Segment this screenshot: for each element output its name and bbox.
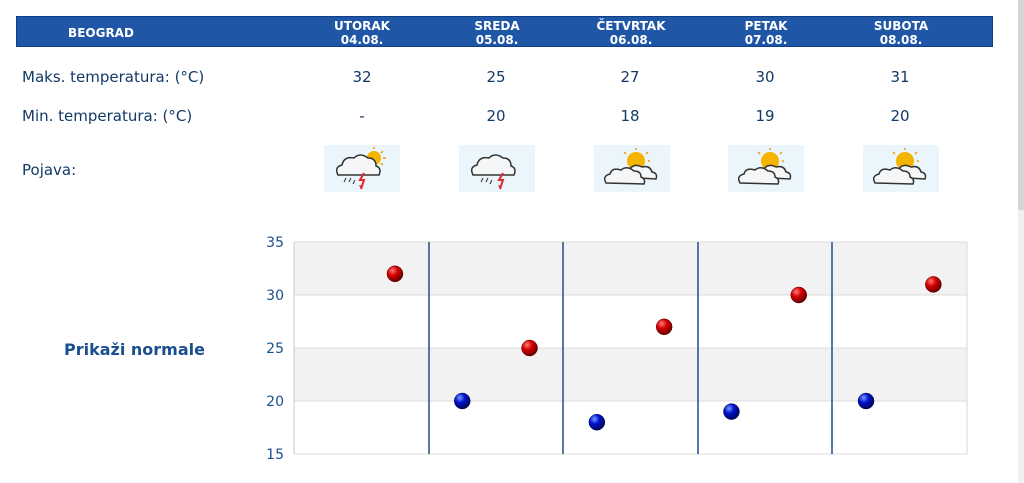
chart-band	[294, 401, 967, 454]
y-tick-label: 25	[266, 341, 284, 357]
max-temp-point	[655, 318, 673, 336]
phenomenon-label: Pojava:	[22, 161, 77, 179]
max-temp-0: 32	[352, 68, 372, 86]
thunderstorm-icon	[459, 145, 535, 192]
chart-band	[294, 295, 967, 348]
day-date: 08.08.	[879, 32, 923, 47]
partly-cloudy-icon	[728, 145, 804, 192]
scrollbar-thumb[interactable]	[1018, 0, 1024, 210]
city-name: BEOGRAD	[68, 25, 134, 40]
thunderstorm-sun-icon	[324, 145, 400, 192]
day-header-1: SREDA 05.08.	[457, 17, 537, 48]
day-date: 05.08.	[475, 32, 519, 47]
max-temp-1: 25	[486, 68, 506, 86]
min-temp-0: -	[359, 107, 365, 125]
temperature-chart: 15 20 25 30 35	[266, 235, 968, 463]
max-temp-point	[790, 286, 807, 304]
forecast-header: BEOGRAD UTORAK 04.08. SREDA 05.08. ČETVR…	[16, 16, 993, 47]
day-header-2: ČETVRTAK 06.08.	[586, 17, 676, 48]
y-tick-label: 30	[266, 288, 284, 304]
partly-cloudy-icon	[594, 145, 670, 192]
min-temp-3: 19	[755, 107, 775, 125]
min-temp-point	[454, 392, 471, 410]
max-temp-4: 31	[890, 68, 910, 86]
min-temp-point	[857, 392, 875, 410]
y-tick-label: 20	[266, 394, 284, 410]
page-scrollbar[interactable]	[1018, 0, 1024, 483]
y-tick-label: 15	[266, 447, 284, 463]
min-temp-point	[588, 413, 606, 431]
max-temp-point	[521, 339, 538, 357]
day-name: ČETVRTAK	[596, 18, 666, 33]
max-temp-2: 27	[620, 68, 640, 86]
partly-cloudy-icon	[863, 145, 939, 192]
min-temp-4: 20	[890, 107, 910, 125]
day-name: UTORAK	[334, 18, 390, 33]
max-temp-label: Maks. temperatura: (°C)	[22, 68, 205, 86]
day-date: 04.08.	[340, 32, 384, 47]
show-normals-link[interactable]: Prikaži normale	[64, 340, 205, 359]
day-name: SUBOTA	[873, 18, 929, 33]
day-header-4: SUBOTA 08.08.	[861, 17, 941, 48]
min-temp-point	[723, 403, 740, 420]
day-header-3: PETAK 07.08.	[726, 17, 806, 48]
day-date: 06.08.	[609, 32, 653, 47]
day-name: SREDA	[474, 18, 520, 33]
min-temp-1: 20	[486, 107, 506, 125]
day-header-0: UTORAK 04.08.	[322, 17, 402, 48]
max-temp-point	[925, 276, 942, 293]
day-date: 07.08.	[744, 32, 788, 47]
max-temp-3: 30	[755, 68, 775, 86]
min-temp-2: 18	[620, 107, 640, 125]
min-temp-label: Min. temperatura: (°C)	[22, 107, 193, 125]
day-name: PETAK	[744, 18, 788, 33]
chart-band	[294, 348, 967, 401]
chart-band	[294, 242, 967, 295]
y-tick-label: 35	[266, 235, 284, 251]
max-temp-point	[386, 265, 404, 283]
